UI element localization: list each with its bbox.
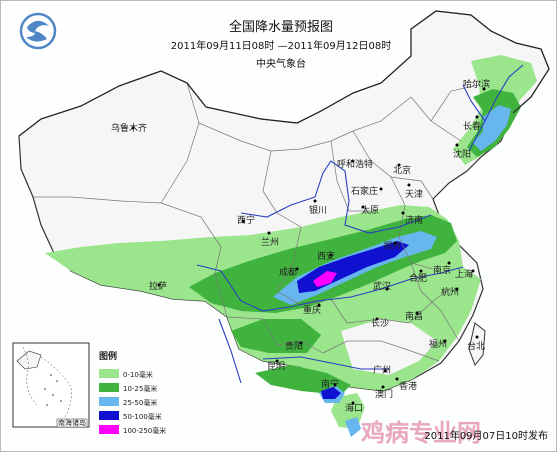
legend: 图例 0-10毫米 10-25毫米 25-50毫米 50-100毫米 100-250毫米 [99,350,166,435]
issued-time: 2011年09月07日10时发布 [424,429,548,442]
city-hefei: 合肥 [409,272,427,284]
city-guangzhou: 广州 [373,364,391,376]
city-kunming: 昆明 [267,361,285,372]
city-beijing: 北京 [393,164,411,176]
city-lasa: 拉萨 [149,280,167,292]
city-xian: 西安 [317,250,335,262]
taiwan-island [468,322,486,366]
city-taiyuan: 太原 [361,204,379,216]
city-jinan: 济南 [405,214,423,226]
legend-swatch [99,397,119,406]
rivers [196,64,524,384]
city-shijiazhuang: 石家庄 [351,185,378,197]
legend-label: 0-10毫米 [123,370,153,379]
border-outline [18,10,550,137]
cma-logo [19,12,57,50]
city-shenyang: 沈阳 [453,148,471,160]
city-yinchuan: 银川 [309,204,327,216]
city-haikou: 海口 [345,402,363,414]
forecast-period: 2011年09月11日08时 —2011年09月12日08时 [171,39,391,52]
city-zhengzhou: 郑州 [383,240,401,252]
legend-swatch [99,411,119,420]
city-aomen: 澳门 [375,388,393,400]
province-boundaries [33,82,480,362]
city-chongqing: 重庆 [303,304,321,316]
city-chengdu: 成都 [279,266,297,278]
city-labels: 哈尔滨 长春 沈阳 乌鲁木齐 呼和浩特 北京 天津 石家庄 太原 银川 西宁 兰… [111,78,490,414]
inset-label: 南海诸岛 [58,418,86,427]
precip-band-100-250mm [313,271,337,287]
city-guiyang: 贵阳 [285,340,303,352]
city-lanzhou: 兰州 [261,236,279,248]
city-shanghai: 上海 [455,268,473,280]
legend-swatch [99,369,119,378]
city-haerbin: 哈尔滨 [463,78,490,90]
city-wuhan: 武汉 [373,280,391,292]
watermark: 鸡病专业网 [360,419,481,447]
legend-title: 图例 [99,350,117,362]
legend-label: 50-100毫米 [123,412,162,421]
legend-label: 10-25毫米 [123,384,157,393]
city-xianggang: 香港 [399,380,417,392]
city-hangzhou: 杭州 [441,286,459,298]
city-huhehaote: 呼和浩特 [337,158,373,170]
map-title: 全国降水量预报图 [229,19,333,35]
legend-swatch [99,425,119,434]
city-xining: 西宁 [237,214,255,226]
agency-name: 中央气象台 [256,57,306,70]
legend-label: 100-250毫米 [123,426,166,435]
south-china-sea-inset: 南海诸岛 [12,342,90,428]
legend-swatch [99,383,119,392]
city-nanjing: 南京 [433,264,451,276]
city-wulumuqi: 乌鲁木齐 [111,122,147,134]
legend-label: 25-50毫米 [123,398,157,407]
city-changsha: 长沙 [371,317,389,329]
city-nanning: 南宁 [321,378,339,390]
city-taibei: 台北 [467,340,485,352]
city-changchun: 长春 [463,120,481,132]
precip-band-50-100mm-south [321,387,341,399]
city-tianjin: 天津 [405,189,423,200]
city-fuzhou: 福州 [429,338,447,350]
city-nanchang: 南昌 [405,310,423,322]
